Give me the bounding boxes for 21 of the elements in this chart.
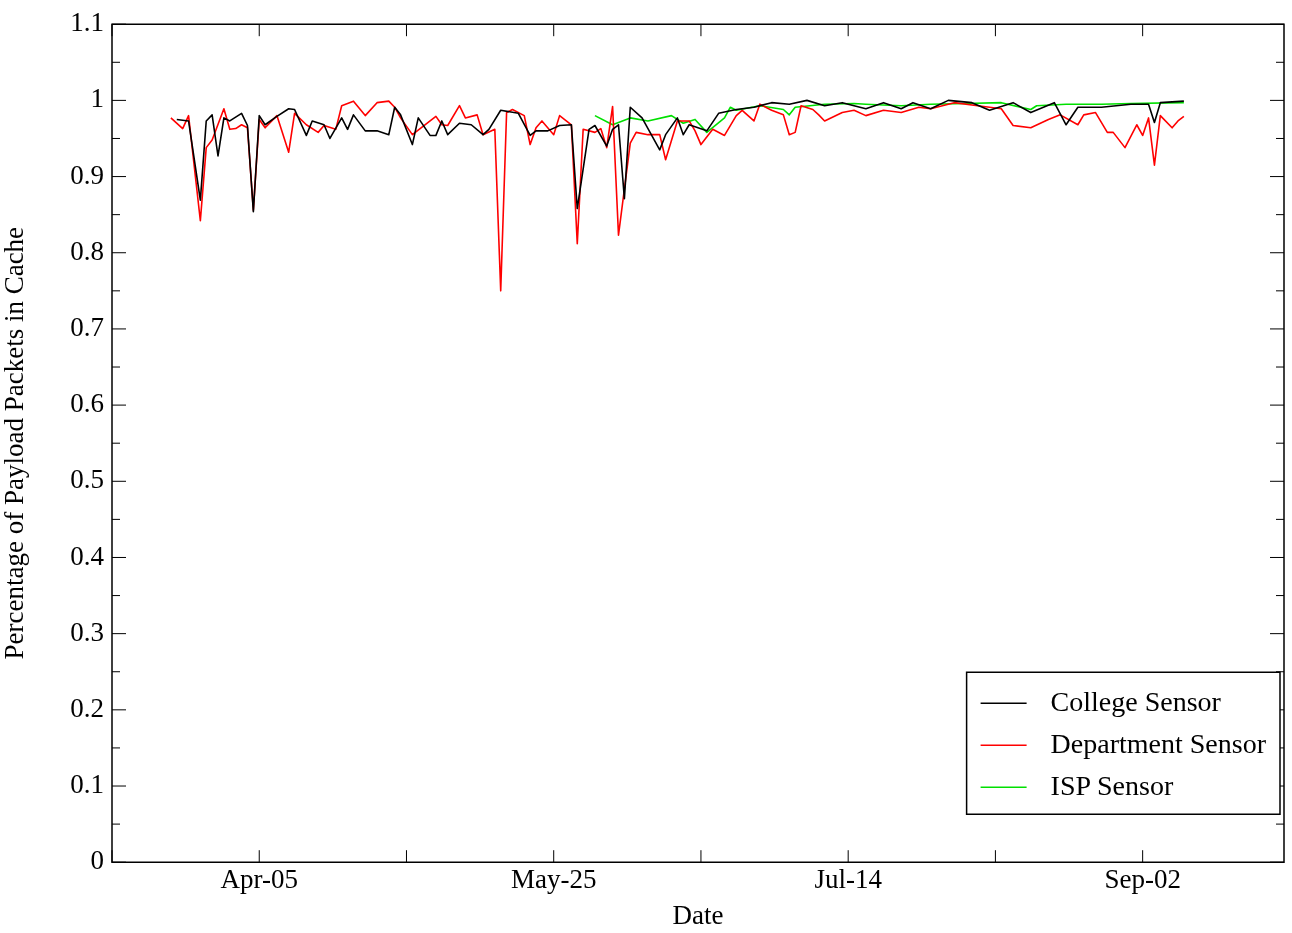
x-tick-label: May-25 (510, 864, 597, 895)
x-tick-label: Jul-14 (814, 864, 883, 895)
y-tick-label: 1.1 (70, 7, 104, 38)
y-tick-label: 1 (90, 83, 104, 114)
y-tick-label: 0.6 (70, 388, 104, 419)
y-tick-label: 0.8 (70, 235, 104, 266)
legend-label: ISP Sensor (1050, 769, 1174, 801)
y-tick-label: 0.9 (70, 159, 104, 190)
x-tick-label: Apr-05 (220, 864, 298, 895)
y-tick-label: 0.5 (70, 464, 104, 495)
y-tick-label: 0.1 (70, 769, 104, 800)
y-tick-label: 0.3 (70, 616, 104, 647)
y-axis-title: Percentage of Payload Packets in Cache (0, 226, 30, 660)
y-tick-label: 0.4 (70, 540, 105, 571)
y-tick-label: 0 (90, 845, 104, 876)
x-tick-label: Sep-02 (1104, 864, 1181, 895)
y-tick-label: 0.2 (70, 692, 104, 723)
y-tick-label: 0.7 (70, 312, 104, 343)
legend-label: Department Sensor (1050, 727, 1267, 759)
legend-label: College Sensor (1050, 685, 1222, 717)
x-axis-title: Date (672, 899, 724, 930)
